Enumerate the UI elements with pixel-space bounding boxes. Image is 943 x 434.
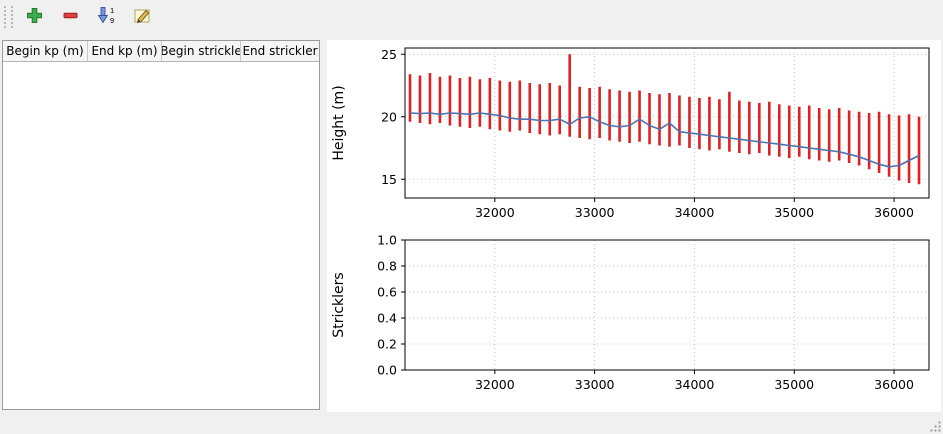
svg-text:35000: 35000 — [774, 205, 814, 220]
charts-panel: 32000 33000 34000 35000 36000 15 20 25 Height (m… — [327, 40, 941, 412]
svg-text:Height (m): Height (m) — [331, 85, 347, 160]
sort-numeric-icon: 1 9 — [97, 6, 116, 28]
svg-text:0.4: 0.4 — [377, 311, 397, 326]
stricklers-zones-table: Begin kp (m) End kp (m) Begin strickle E… — [2, 40, 320, 410]
column-header-begin-kp[interactable]: Begin kp (m) — [3, 41, 88, 61]
svg-text:Stricklers: Stricklers — [331, 272, 347, 337]
main-area: Begin kp (m) End kp (m) Begin strickle E… — [0, 34, 943, 418]
svg-text:34000: 34000 — [675, 377, 715, 392]
svg-text:25: 25 — [381, 47, 397, 62]
svg-text:36000: 36000 — [874, 377, 914, 392]
toolbar-drag-handle[interactable] — [4, 6, 13, 28]
sort-button[interactable]: 1 9 — [91, 3, 121, 31]
column-header-end-strickler[interactable]: End strickler — [242, 44, 318, 58]
svg-text:1.0: 1.0 — [377, 233, 397, 248]
plus-icon — [26, 7, 43, 27]
svg-text:34000: 34000 — [675, 205, 715, 220]
table-body-empty[interactable] — [3, 62, 319, 409]
column-header-end-kp[interactable]: End kp (m) — [88, 41, 162, 61]
stricklers-chart: 32000 33000 34000 35000 36000 0.0 0.2 0.4 0.6 0.8… — [331, 233, 930, 392]
svg-text:33000: 33000 — [575, 205, 615, 220]
svg-text:32000: 32000 — [475, 205, 515, 220]
edit-pen-icon — [133, 6, 152, 28]
add-row-button[interactable] — [19, 3, 49, 31]
sort-digit-top: 1 — [110, 6, 114, 15]
svg-text:32000: 32000 — [475, 377, 515, 392]
svg-text:0.8: 0.8 — [377, 259, 397, 274]
sort-digit-bottom: 9 — [110, 16, 114, 25]
status-bar — [0, 418, 943, 434]
svg-text:0.0: 0.0 — [377, 363, 397, 378]
remove-row-button[interactable] — [55, 3, 85, 31]
minus-icon — [62, 7, 79, 27]
svg-text:33000: 33000 — [575, 377, 615, 392]
height-chart: 32000 33000 34000 35000 36000 15 20 25 Height (m… — [331, 47, 930, 220]
resize-grip[interactable] — [929, 420, 942, 433]
svg-text:36000: 36000 — [874, 205, 914, 220]
column-header-begin-strickler[interactable]: Begin strickle — [162, 41, 241, 61]
edit-button[interactable] — [127, 3, 157, 31]
toolbar: 1 9 — [0, 0, 943, 34]
svg-text:0.2: 0.2 — [377, 337, 397, 352]
svg-text:35000: 35000 — [774, 377, 814, 392]
svg-text:0.6: 0.6 — [377, 285, 397, 300]
svg-text:20: 20 — [381, 109, 397, 124]
svg-text:15: 15 — [381, 172, 397, 187]
table-header-row: Begin kp (m) End kp (m) Begin strickle E… — [3, 41, 319, 62]
